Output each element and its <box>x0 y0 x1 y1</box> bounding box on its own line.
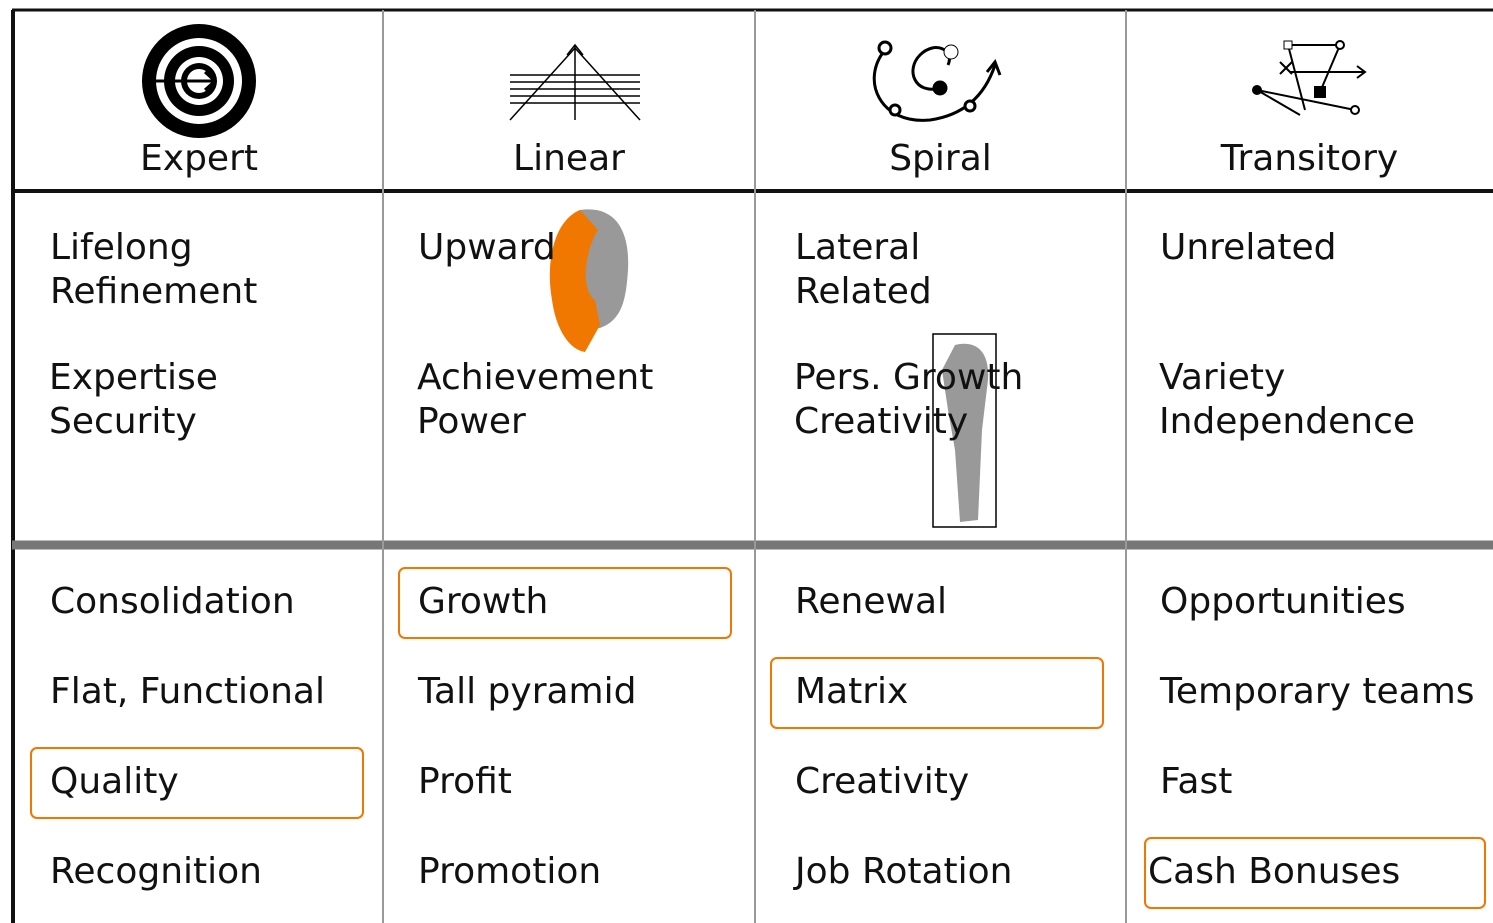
item-text: Matrix <box>795 671 908 712</box>
spiral-icon <box>872 40 1002 122</box>
column-title: Transitory <box>1220 138 1398 179</box>
movement-text: Upward <box>418 227 556 268</box>
movement-text: Lateral <box>795 227 920 268</box>
movement-text: Related <box>795 271 932 312</box>
item-text: Creativity <box>795 761 969 802</box>
motive-text: Variety <box>1159 357 1285 398</box>
item-text: Growth <box>418 581 548 622</box>
highlight-box <box>770 657 1104 729</box>
motive-text: Pers. Growth <box>794 357 1023 398</box>
item-text: Consolidation <box>50 581 295 622</box>
column-title: Expert <box>140 138 258 179</box>
item-text: Flat, Functional <box>50 671 325 712</box>
item-text: Promotion <box>418 851 601 892</box>
motive-text: Independence <box>1159 401 1415 442</box>
motive-text: Power <box>417 401 526 442</box>
item-text: Quality <box>50 761 179 802</box>
column-title: Linear <box>513 138 625 179</box>
motive-text: Achievement <box>417 357 653 398</box>
target-icon <box>142 24 256 138</box>
linear-icon <box>509 43 641 121</box>
item-text: Temporary teams <box>1159 671 1475 712</box>
movement-text: Unrelated <box>1160 227 1337 268</box>
item-text: Opportunities <box>1160 581 1406 622</box>
motive-text: Creativity <box>794 401 968 442</box>
figure-image <box>932 333 997 528</box>
transitory-icon <box>1252 40 1367 116</box>
movement-text: Refinement <box>50 271 257 312</box>
face-image <box>549 209 629 352</box>
column-dividers <box>382 10 1127 923</box>
item-text: Cash Bonuses <box>1148 851 1400 892</box>
highlight-box <box>1144 837 1486 909</box>
item-text: Profit <box>418 761 512 802</box>
motive-text: Security <box>49 401 197 442</box>
highlight-box <box>398 567 732 639</box>
movement-text: Lifelong <box>50 227 193 268</box>
item-text: Tall pyramid <box>417 671 636 712</box>
item-text: Recognition <box>50 851 262 892</box>
motive-text: Expertise <box>49 357 218 398</box>
column-title: Spiral <box>889 138 992 179</box>
item-text: Renewal <box>795 581 947 622</box>
item-text: Fast <box>1160 761 1232 802</box>
item-text: Job Rotation <box>793 851 1013 892</box>
highlight-box <box>30 747 364 819</box>
